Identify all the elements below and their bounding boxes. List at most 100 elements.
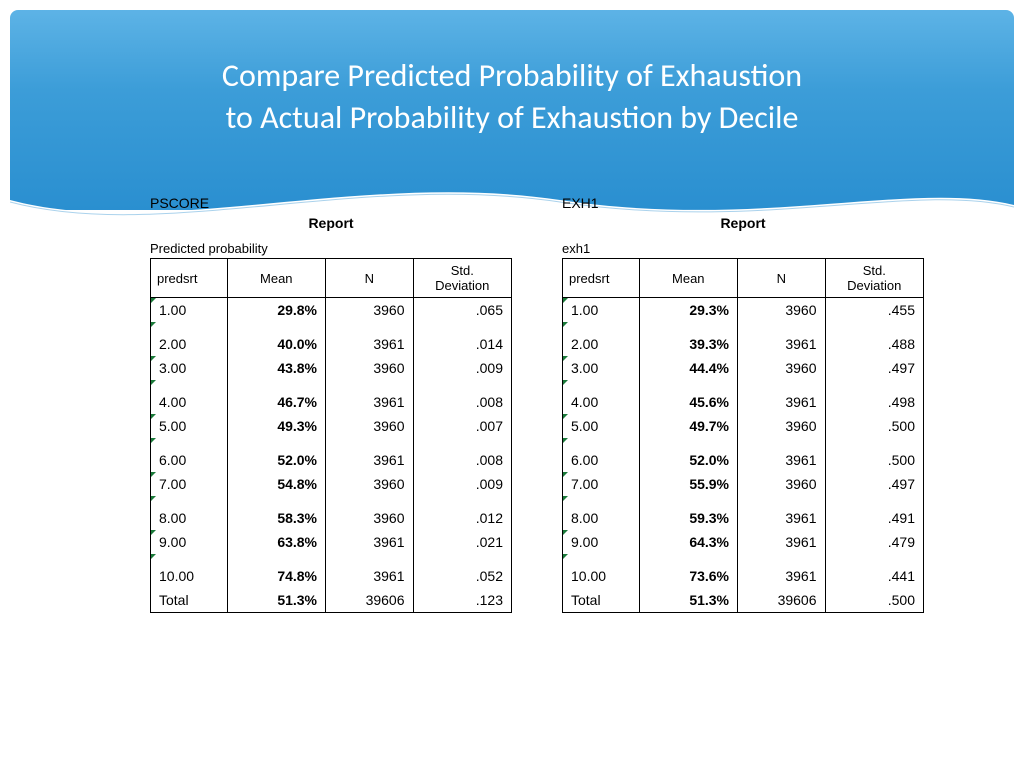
cell-std: .498 — [825, 380, 923, 414]
right-subtitle: exh1 — [562, 241, 924, 256]
cell-predsrt: 9.00 — [151, 530, 228, 554]
error-tick-icon — [151, 380, 156, 385]
cell-std: .009 — [413, 472, 511, 496]
cell-predsrt: 9.00 — [563, 530, 640, 554]
cell-std: .009 — [413, 356, 511, 380]
table-row: Total51.3%39606.500 — [563, 588, 924, 613]
cell-n: 3960 — [326, 496, 414, 530]
cell-std: .007 — [413, 414, 511, 438]
cell-std: .497 — [825, 356, 923, 380]
cell-predsrt: 8.00 — [563, 496, 640, 530]
cell-mean: 54.8% — [227, 472, 325, 496]
cell-n: 3961 — [738, 530, 826, 554]
cell-std: .065 — [413, 298, 511, 323]
pscore-table: predsrt Mean N Std.Deviation 1.0029.8%39… — [150, 258, 512, 613]
table-row: 4.0046.7%3961.008 — [151, 380, 512, 414]
cell-std: .488 — [825, 322, 923, 356]
cell-std: .012 — [413, 496, 511, 530]
cell-n: 3961 — [738, 322, 826, 356]
col-std: Std.Deviation — [413, 259, 511, 298]
cell-mean: 58.3% — [227, 496, 325, 530]
cell-mean: 29.8% — [227, 298, 325, 323]
table-row: 2.0039.3%3961.488 — [563, 322, 924, 356]
cell-predsrt: 6.00 — [151, 438, 228, 472]
cell-predsrt: Total — [151, 588, 228, 613]
title-line-2: to Actual Probability of Exhaustion by D… — [226, 98, 799, 137]
cell-std: .008 — [413, 438, 511, 472]
table-row: 6.0052.0%3961.500 — [563, 438, 924, 472]
cell-mean: 59.3% — [639, 496, 737, 530]
cell-predsrt: 3.00 — [151, 356, 228, 380]
cell-mean: 49.3% — [227, 414, 325, 438]
exh1-table: predsrt Mean N Std.Deviation 1.0029.3%39… — [562, 258, 924, 613]
error-tick-icon — [563, 472, 568, 477]
right-table-block: EXH1 Report exh1 predsrt Mean N Std.Devi… — [562, 195, 924, 613]
table-row: 8.0059.3%3961.491 — [563, 496, 924, 530]
cell-n: 3961 — [326, 554, 414, 588]
cell-mean: 40.0% — [227, 322, 325, 356]
col-mean: Mean — [639, 259, 737, 298]
cell-std: .123 — [413, 588, 511, 613]
cell-std: .441 — [825, 554, 923, 588]
error-tick-icon — [563, 322, 568, 327]
error-tick-icon — [563, 356, 568, 361]
error-tick-icon — [563, 496, 568, 501]
error-tick-icon — [151, 530, 156, 535]
cell-std: .500 — [825, 438, 923, 472]
table-row: 2.0040.0%3961.014 — [151, 322, 512, 356]
cell-std: .008 — [413, 380, 511, 414]
cell-std: .479 — [825, 530, 923, 554]
cell-std: .500 — [825, 588, 923, 613]
cell-n: 39606 — [326, 588, 414, 613]
content-area: PSCORE Report Predicted probability pred… — [150, 195, 924, 613]
cell-n: 3961 — [738, 380, 826, 414]
error-tick-icon — [563, 380, 568, 385]
right-section-label: EXH1 — [562, 195, 924, 211]
cell-n: 3960 — [738, 356, 826, 380]
cell-mean: 43.8% — [227, 356, 325, 380]
cell-predsrt: 8.00 — [151, 496, 228, 530]
table-row: 10.0073.6%3961.441 — [563, 554, 924, 588]
cell-mean: 44.4% — [639, 356, 737, 380]
table-row: 7.0054.8%3960.009 — [151, 472, 512, 496]
error-tick-icon — [563, 298, 568, 303]
cell-predsrt: 2.00 — [151, 322, 228, 356]
cell-std: .500 — [825, 414, 923, 438]
table-row: 9.0064.3%3961.479 — [563, 530, 924, 554]
left-section-label: PSCORE — [150, 195, 512, 211]
slide-title: Compare Predicted Probability of Exhaust… — [10, 55, 1014, 138]
cell-n: 3961 — [326, 530, 414, 554]
col-std: Std.Deviation — [825, 259, 923, 298]
cell-n: 3961 — [738, 438, 826, 472]
title-line-1: Compare Predicted Probability of Exhaust… — [222, 56, 802, 95]
error-tick-icon — [563, 530, 568, 535]
cell-mean: 51.3% — [639, 588, 737, 613]
header-band: Compare Predicted Probability of Exhaust… — [10, 10, 1014, 210]
cell-n: 39606 — [738, 588, 826, 613]
error-tick-icon — [563, 414, 568, 419]
cell-n: 3960 — [326, 414, 414, 438]
cell-mean: 63.8% — [227, 530, 325, 554]
table-row: 7.0055.9%3960.497 — [563, 472, 924, 496]
error-tick-icon — [563, 554, 568, 559]
table-row: 5.0049.3%3960.007 — [151, 414, 512, 438]
table-header-row: predsrt Mean N Std.Deviation — [151, 259, 512, 298]
col-predsrt: predsrt — [151, 259, 228, 298]
cell-predsrt: Total — [563, 588, 640, 613]
table-row: 1.0029.8%3960.065 — [151, 298, 512, 323]
col-n: N — [738, 259, 826, 298]
cell-std: .455 — [825, 298, 923, 323]
error-tick-icon — [151, 356, 156, 361]
cell-n: 3960 — [738, 472, 826, 496]
table-row: Total51.3%39606.123 — [151, 588, 512, 613]
left-subtitle: Predicted probability — [150, 241, 512, 256]
cell-n: 3961 — [738, 554, 826, 588]
error-tick-icon — [151, 554, 156, 559]
cell-n: 3960 — [326, 356, 414, 380]
cell-mean: 45.6% — [639, 380, 737, 414]
cell-mean: 29.3% — [639, 298, 737, 323]
cell-std: .491 — [825, 496, 923, 530]
cell-predsrt: 2.00 — [563, 322, 640, 356]
cell-std: .497 — [825, 472, 923, 496]
table-row: 9.0063.8%3961.021 — [151, 530, 512, 554]
